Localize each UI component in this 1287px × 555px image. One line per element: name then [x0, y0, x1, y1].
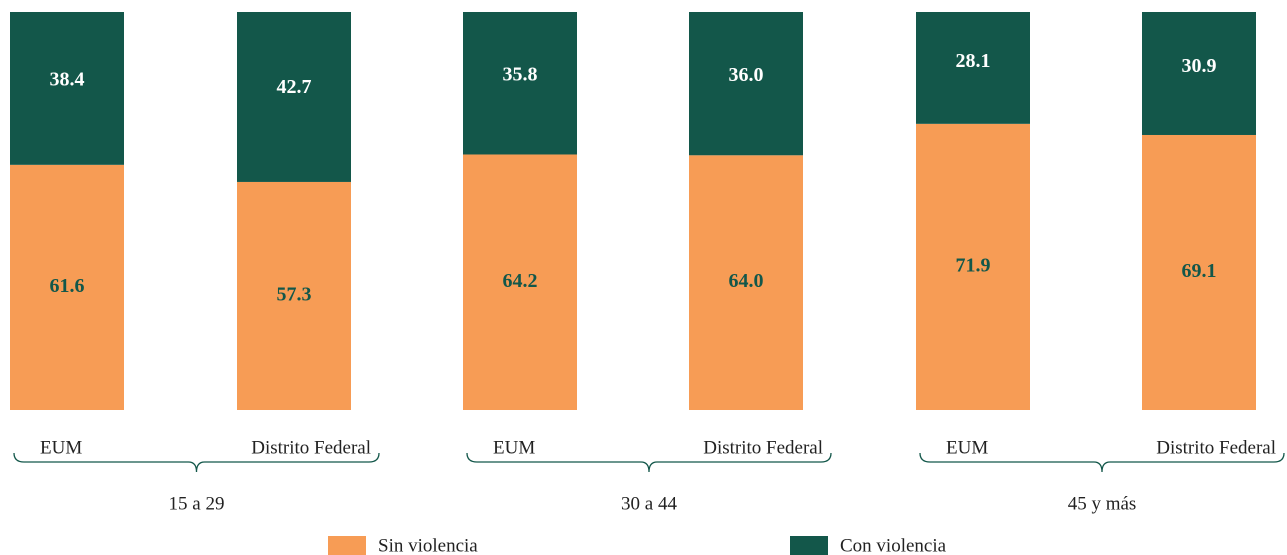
bar-segment [463, 12, 577, 155]
legend-label: Sin violencia [378, 535, 478, 555]
value-label: 69.1 [1182, 260, 1217, 282]
bar-segment [916, 12, 1030, 124]
x-tick-label: Distrito Federal [251, 437, 371, 458]
value-label: 28.1 [956, 50, 991, 72]
x-tick-label: EUM [946, 437, 988, 458]
x-tick-label: Distrito Federal [1156, 437, 1276, 458]
bar-segment [1142, 12, 1256, 135]
bar-segment [689, 155, 803, 410]
value-label: 61.6 [50, 275, 85, 297]
group-label: 45 y más [1068, 493, 1137, 514]
x-tick-label: Distrito Federal [703, 437, 823, 458]
legend-swatch [790, 536, 828, 555]
value-label: 36.0 [729, 64, 764, 86]
value-label: 35.8 [503, 64, 538, 86]
value-label: 57.3 [277, 284, 312, 306]
bar-segment [463, 154, 577, 410]
x-tick-label: EUM [493, 437, 535, 458]
value-label: 71.9 [956, 255, 991, 277]
bar-segment [689, 12, 803, 156]
legend-swatch [328, 536, 366, 555]
group-label: 15 a 29 [169, 493, 225, 514]
group-brace [13, 452, 380, 473]
bar-segment [237, 12, 351, 182]
value-label: 38.4 [50, 68, 85, 90]
bar-segment [916, 123, 1030, 410]
legend-label: Con violencia [840, 535, 947, 555]
bar-segment [1142, 134, 1256, 410]
value-label: 64.2 [503, 270, 538, 292]
group-brace [466, 452, 832, 473]
bar-segment [237, 181, 351, 410]
group-brace [919, 452, 1285, 473]
x-tick-label: EUM [40, 437, 82, 458]
value-label: 64.0 [729, 270, 764, 292]
bar-segment [10, 12, 124, 165]
group-label: 30 a 44 [621, 493, 677, 514]
value-label: 30.9 [1182, 55, 1217, 77]
value-label: 42.7 [277, 76, 312, 98]
bar-segment [10, 164, 124, 410]
